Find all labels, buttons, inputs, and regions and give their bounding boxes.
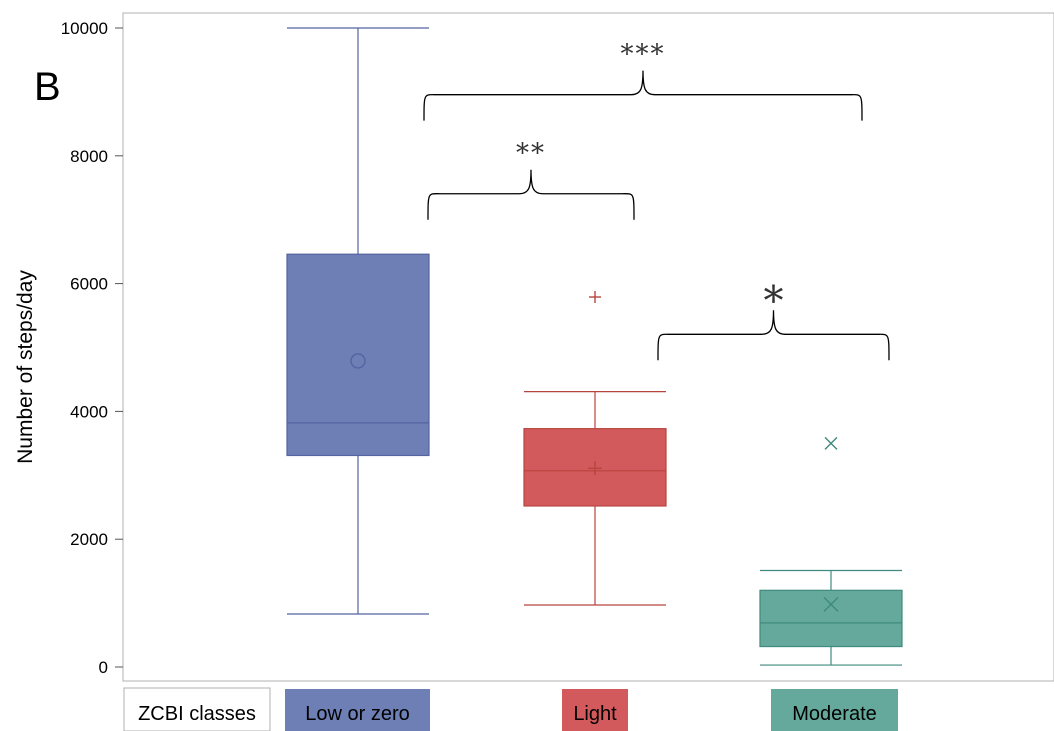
y-tick-label: 6000 xyxy=(70,275,108,294)
box-moderate xyxy=(759,436,903,666)
y-axis-ticks: 0 2000 4000 6000 8000 10000 xyxy=(61,19,123,677)
legend-label: Moderate xyxy=(792,703,877,725)
legend-title-box xyxy=(123,687,271,731)
legend-swatch xyxy=(285,689,430,731)
mean-marker xyxy=(823,596,839,612)
legend-entry-low-or-zero: Low or zero xyxy=(285,689,430,731)
significance-label: ** xyxy=(516,139,546,169)
legend: ZCBI classes Low or zero Light Moderate xyxy=(123,687,898,731)
outlier-b xyxy=(824,436,838,450)
mean-marker xyxy=(588,461,602,476)
significance-bracket: ** xyxy=(427,139,635,220)
y-axis-title: Number of steps/day xyxy=(14,270,37,464)
y-tick-label: 0 xyxy=(99,658,108,677)
y-tick-label: 8000 xyxy=(70,147,108,166)
legend-label: Light xyxy=(573,703,617,725)
legend-title: ZCBI classes xyxy=(138,703,256,725)
mean-marker xyxy=(350,353,366,369)
box-light xyxy=(523,291,667,606)
mean-marker-b xyxy=(823,596,839,612)
outlier-point xyxy=(824,436,838,450)
significance-bracket: * xyxy=(657,278,890,361)
significance-label: *** xyxy=(621,40,666,70)
iqr-box xyxy=(759,589,903,648)
panel-label: B xyxy=(34,65,61,109)
bracket-brace xyxy=(423,70,863,121)
plot-frame xyxy=(122,12,1054,682)
bracket-brace xyxy=(657,310,890,361)
box-low-or-zero xyxy=(286,27,430,615)
outlier-point xyxy=(589,291,601,304)
significance-brackets: ****** xyxy=(423,40,890,361)
box-series xyxy=(286,27,903,666)
significance-bracket: *** xyxy=(423,40,863,121)
y-tick-label: 4000 xyxy=(70,402,108,421)
legend-swatch xyxy=(771,689,898,731)
y-tick-label: 2000 xyxy=(70,530,108,549)
legend-swatch xyxy=(562,689,628,731)
legend-label: Low or zero xyxy=(305,703,410,725)
iqr-box xyxy=(286,253,430,457)
legend-entry-moderate: Moderate xyxy=(771,689,898,731)
significance-label: * xyxy=(764,278,784,324)
legend-entry-light: Light xyxy=(562,689,628,731)
bracket-brace xyxy=(427,169,635,220)
y-tick-label: 10000 xyxy=(61,19,108,38)
